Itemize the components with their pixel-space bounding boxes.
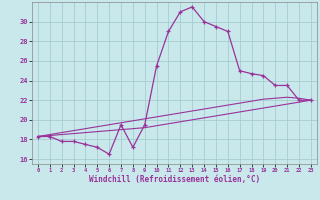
X-axis label: Windchill (Refroidissement éolien,°C): Windchill (Refroidissement éolien,°C) [89, 175, 260, 184]
